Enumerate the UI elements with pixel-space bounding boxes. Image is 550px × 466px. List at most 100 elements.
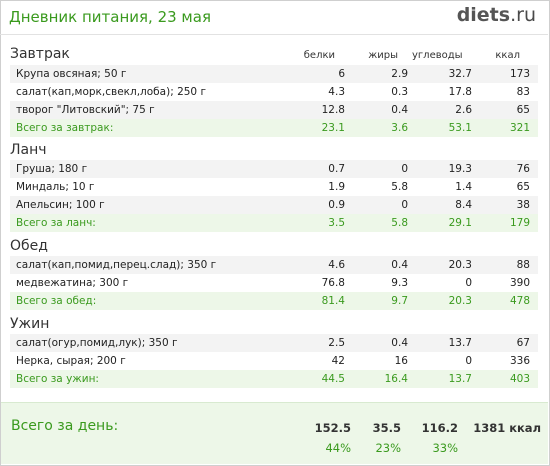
food-name: Груша; 180 г bbox=[16, 163, 88, 175]
table-row: творог "Литовский"; 75 г 12.8 0.4 2.6 65 bbox=[10, 101, 538, 119]
day-fat-total: 35.5 bbox=[372, 421, 401, 435]
carbs-value: 19.3 bbox=[448, 163, 472, 175]
header: Дневник питания, 23 мая diets.ru bbox=[0, 0, 548, 34]
kcal-value: 88 bbox=[516, 259, 530, 271]
kcal-value: 83 bbox=[516, 86, 530, 98]
food-name: Крупа овсяная; 50 г bbox=[16, 68, 127, 80]
fat-value: 0.4 bbox=[391, 259, 408, 271]
protein-total: 81.4 bbox=[321, 295, 345, 307]
protein-value: 42 bbox=[331, 355, 345, 367]
kcal-value: 76 bbox=[516, 163, 530, 175]
fat-value: 2.9 bbox=[391, 68, 408, 80]
kcal-total: 321 bbox=[509, 122, 530, 134]
table-row: Груша; 180 г 0.7 0 19.3 76 bbox=[10, 160, 538, 178]
day-fat-percent: 23% bbox=[375, 441, 401, 455]
kcal-total: 403 bbox=[509, 373, 530, 385]
kcal-value: 390 bbox=[509, 277, 530, 289]
protein-value: 4.3 bbox=[328, 86, 345, 98]
day-protein-total: 152.5 bbox=[314, 421, 351, 435]
col-head-kcal: ккал bbox=[495, 50, 520, 61]
section-title-dinner: Обед bbox=[10, 238, 48, 254]
fat-value: 0 bbox=[401, 199, 408, 211]
section-title-lunch: Ланч bbox=[10, 142, 47, 158]
site-logo[interactable]: diets.ru bbox=[456, 4, 536, 26]
section-total-row: Всего за ужин: 44.5 16.4 13.7 403 bbox=[10, 370, 538, 388]
food-name: творог "Литовский"; 75 г bbox=[16, 104, 155, 116]
day-kcal-total: 1381 ккал bbox=[473, 421, 541, 435]
section-title-supper: Ужин bbox=[10, 316, 50, 332]
table-row: салат(кап,помид,перец.слад); 350 г 4.6 0… bbox=[10, 256, 538, 274]
table-row: медвежатина; 300 г 76.8 9.3 0 390 bbox=[10, 274, 538, 292]
col-head-protein: белки bbox=[303, 50, 335, 61]
fat-value: 0 bbox=[401, 163, 408, 175]
kcal-value: 38 bbox=[516, 199, 530, 211]
fat-total: 3.6 bbox=[391, 122, 408, 134]
day-total-label: Всего за день: bbox=[11, 418, 119, 434]
food-name: салат(кап,помид,перец.слад); 350 г bbox=[16, 259, 217, 271]
carbs-value: 20.3 bbox=[448, 259, 472, 271]
table-row: салат(огур,помид,лук); 350 г 2.5 0.4 13.… bbox=[10, 334, 538, 352]
kcal-value: 65 bbox=[516, 104, 530, 116]
fat-value: 0.3 bbox=[391, 86, 408, 98]
carbs-value: 0 bbox=[465, 355, 472, 367]
fat-value: 9.3 bbox=[391, 277, 408, 289]
food-name: медвежатина; 300 г bbox=[16, 277, 129, 289]
fat-value: 0.4 bbox=[391, 104, 408, 116]
protein-total: 44.5 bbox=[321, 373, 345, 385]
table-row: салат(кап,морк,свекл,лоба); 250 г 4.3 0.… bbox=[10, 83, 538, 101]
kcal-value: 173 bbox=[509, 68, 530, 80]
carbs-total: 20.3 bbox=[448, 295, 472, 307]
fat-total: 5.8 bbox=[391, 217, 408, 229]
day-total-panel: Всего за день: 152.5 35.5 116.2 1381 кка… bbox=[1, 402, 548, 464]
protein-value: 2.5 bbox=[328, 337, 345, 349]
protein-value: 4.6 bbox=[328, 259, 345, 271]
table-row: Миндаль; 10 г 1.9 5.8 1.4 65 bbox=[10, 178, 538, 196]
carbs-value: 0 bbox=[465, 277, 472, 289]
carbs-total: 53.1 bbox=[448, 122, 472, 134]
kcal-value: 67 bbox=[516, 337, 530, 349]
day-protein-percent: 44% bbox=[325, 441, 351, 455]
day-carbs-percent: 33% bbox=[432, 441, 458, 455]
table-row: Крупа овсяная; 50 г 6 2.9 32.7 173 bbox=[10, 65, 538, 83]
food-name: Нерка, сырая; 200 г bbox=[16, 355, 126, 367]
col-head-carbs: углеводы bbox=[412, 50, 463, 61]
total-label: Всего за обед: bbox=[16, 295, 97, 307]
kcal-value: 336 bbox=[509, 355, 530, 367]
fat-total: 9.7 bbox=[391, 295, 408, 307]
section-total-row: Всего за обед: 81.4 9.7 20.3 478 bbox=[10, 292, 538, 310]
carbs-value: 2.6 bbox=[455, 104, 472, 116]
section-total-row: Всего за ланч: 3.5 5.8 29.1 179 bbox=[10, 214, 538, 232]
header-divider bbox=[0, 34, 548, 35]
food-name: Миндаль; 10 г bbox=[16, 181, 95, 193]
protein-value: 76.8 bbox=[321, 277, 345, 289]
protein-value: 12.8 bbox=[321, 104, 345, 116]
total-label: Всего за ланч: bbox=[16, 217, 96, 229]
fat-value: 0.4 bbox=[391, 337, 408, 349]
protein-total: 23.1 bbox=[321, 122, 345, 134]
carbs-value: 1.4 bbox=[455, 181, 472, 193]
food-name: салат(кап,морк,свекл,лоба); 250 г bbox=[16, 86, 206, 98]
kcal-value: 65 bbox=[516, 181, 530, 193]
table-row: Апельсин; 100 г 0.9 0 8.4 38 bbox=[10, 196, 538, 214]
carbs-value: 17.8 bbox=[448, 86, 472, 98]
day-carbs-total: 116.2 bbox=[421, 421, 458, 435]
fat-total: 16.4 bbox=[384, 373, 408, 385]
section-total-row: Всего за завтрак: 23.1 3.6 53.1 321 bbox=[10, 119, 538, 137]
kcal-total: 478 bbox=[509, 295, 530, 307]
table-row: Нерка, сырая; 200 г 42 16 0 336 bbox=[10, 352, 538, 370]
protein-total: 3.5 bbox=[328, 217, 345, 229]
food-name: Апельсин; 100 г bbox=[16, 199, 105, 211]
protein-value: 1.9 bbox=[328, 181, 345, 193]
food-name: салат(огур,помид,лук); 350 г bbox=[16, 337, 178, 349]
carbs-total: 13.7 bbox=[448, 373, 472, 385]
carbs-total: 29.1 bbox=[448, 217, 472, 229]
protein-value: 6 bbox=[338, 68, 345, 80]
total-label: Всего за ужин: bbox=[16, 373, 99, 385]
fat-value: 5.8 bbox=[391, 181, 408, 193]
kcal-total: 179 bbox=[509, 217, 530, 229]
page-title: Дневник питания, 23 мая bbox=[9, 8, 211, 26]
col-head-fat: жиры bbox=[368, 50, 398, 61]
protein-value: 0.9 bbox=[328, 199, 345, 211]
protein-value: 0.7 bbox=[328, 163, 345, 175]
fat-value: 16 bbox=[394, 355, 408, 367]
